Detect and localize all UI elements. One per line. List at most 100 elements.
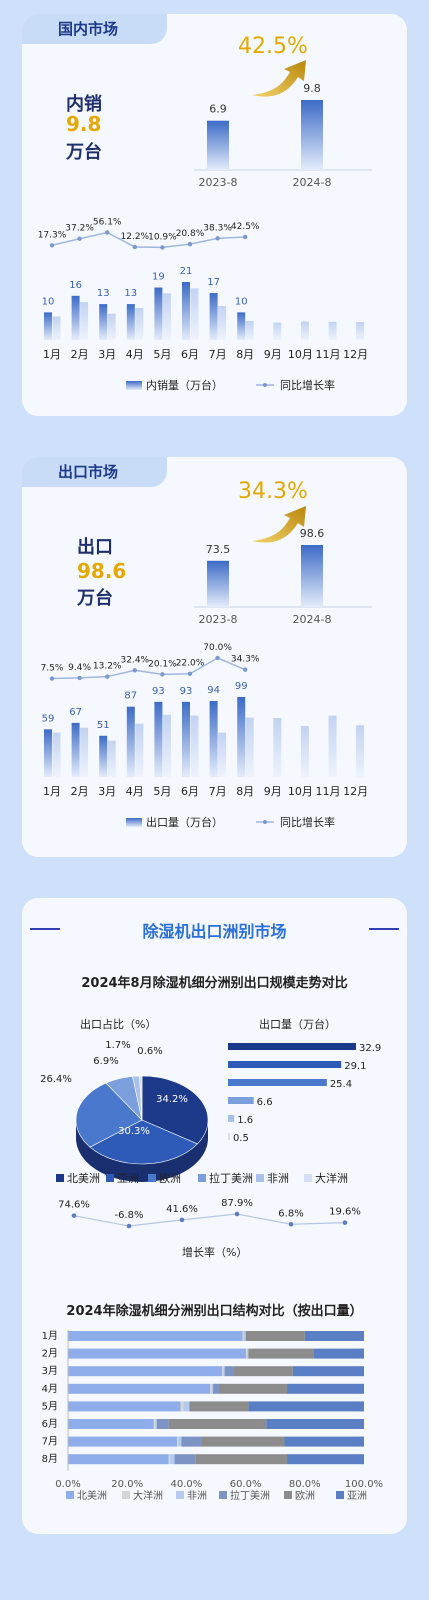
stack-month-label: 3月	[42, 1365, 58, 1377]
growth-point	[49, 676, 55, 681]
bar-value: 17	[207, 277, 220, 288]
bar-2024	[154, 701, 163, 777]
bar-2024	[154, 287, 163, 340]
growth-point	[105, 674, 110, 679]
bar-value: 93	[180, 686, 193, 697]
export-value: 98.6	[77, 559, 127, 583]
stack-segment	[218, 1383, 288, 1394]
stack-segment	[181, 1436, 203, 1447]
stack-legend-swatch	[176, 1491, 184, 1499]
compare-label: 2023-8	[199, 613, 238, 626]
legend-swatch	[148, 1174, 156, 1182]
stack-segment	[68, 1401, 181, 1412]
growth-title: 增长率（%）	[182, 1246, 248, 1259]
growth-label: 70.0%	[203, 643, 232, 653]
bar-2023	[190, 715, 199, 777]
domestic-card: 国内市场 内销 9.8 万台 42.5% 6.9 2023-8 9.8 2024-8 …	[22, 14, 407, 416]
growth-point	[215, 236, 220, 241]
compare-label: 2024-8	[293, 613, 332, 626]
export-growth: 34.3%	[238, 479, 308, 504]
growth-label: 13.2%	[93, 662, 122, 672]
bar-2023	[52, 732, 61, 777]
legend-line: 同比增长率	[280, 815, 335, 829]
continent-bar	[228, 1043, 356, 1050]
legend-label: 拉丁美洲	[209, 1171, 253, 1185]
growth-label: 42.5%	[231, 222, 260, 232]
pie-title: 出口占比（%）	[80, 1018, 157, 1031]
legend-label: 北美洲	[67, 1172, 100, 1185]
continent-growth-point	[342, 1220, 348, 1225]
month-label: 11月	[316, 348, 341, 361]
month-label: 6月	[181, 348, 199, 361]
bar-2024	[44, 729, 52, 777]
stack-segment	[248, 1348, 314, 1359]
stack-segment	[287, 1383, 364, 1394]
month-label: 10月	[288, 785, 313, 798]
bar-2024	[126, 706, 135, 777]
continent-growth-label: 6.8%	[278, 1208, 303, 1219]
pie-slice	[139, 1075, 143, 1121]
legend-bar-swatch	[126, 381, 142, 390]
pie-slice	[75, 1082, 143, 1148]
stack-segment	[245, 1331, 305, 1341]
stack-segment	[245, 1348, 247, 1359]
growth-point	[187, 241, 193, 247]
bar-value: 67	[69, 707, 82, 718]
continent-sub1: 2024年8月除湿机细分洲别出口规模走势对比	[81, 976, 348, 991]
stack-segment	[211, 1383, 214, 1394]
growth-point	[132, 244, 137, 250]
stack-segment	[170, 1454, 175, 1465]
growth-line	[51, 657, 246, 680]
growth-label: 20.8%	[176, 229, 205, 239]
growth-point	[105, 230, 110, 235]
continent-chart: 34.2% 30.3% 26.4% 6.9% 1.7% 0.6% 32.9 29.1 25.4…	[40, 1040, 383, 1502]
month-label: 2月	[71, 348, 89, 361]
stack-legend-label: 拉丁美洲	[230, 1489, 270, 1502]
month-label: 2月	[71, 785, 89, 798]
stack-legend-label: 欧洲	[295, 1490, 315, 1502]
month-label: 12月	[343, 785, 368, 798]
bar-2023	[245, 717, 254, 777]
stack-segment	[292, 1366, 364, 1377]
stack-legend-swatch	[66, 1491, 74, 1499]
bar-2023	[300, 726, 309, 777]
growth-point	[243, 667, 248, 672]
bar-value: 87	[124, 691, 137, 702]
stack-segment	[68, 1331, 243, 1341]
month-label: 3月	[98, 348, 116, 361]
stack-segment	[266, 1419, 364, 1429]
stack-tick: 40.0%	[171, 1479, 203, 1490]
bar-2024	[182, 701, 190, 777]
continent-sub2: 2024年除湿机细分洲别出口结构对比（按出口量）	[66, 1304, 363, 1319]
title-rule-left	[30, 928, 60, 930]
stack-legend-label: 亚洲	[347, 1490, 367, 1502]
stack-segment	[183, 1401, 190, 1412]
stack-segment	[68, 1348, 246, 1359]
stack-segment	[224, 1366, 234, 1377]
stack-segment	[223, 1366, 225, 1377]
stack-legend-swatch	[219, 1491, 227, 1499]
continent-growth-label: 74.6%	[58, 1200, 90, 1211]
bar-title: 出口量（万台）	[259, 1018, 336, 1031]
stack-segment	[284, 1436, 364, 1447]
bar-2024	[237, 697, 246, 777]
stack-legend-swatch	[336, 1491, 344, 1499]
legend-line-dot	[263, 383, 267, 387]
stack-month-label: 8月	[42, 1453, 58, 1465]
continent-bar	[228, 1079, 327, 1086]
continent-bar-value: 29.1	[344, 1061, 366, 1072]
growth-line	[51, 231, 246, 249]
bar-value: 10	[235, 296, 248, 307]
month-label: 7月	[209, 785, 227, 798]
stack-segment	[168, 1454, 171, 1465]
bar-2023	[190, 288, 199, 340]
month-label: 3月	[98, 785, 116, 798]
stack-segment	[202, 1436, 285, 1447]
stack-segment	[248, 1401, 364, 1412]
stack-segment	[210, 1383, 212, 1394]
pie-slice	[89, 1119, 198, 1165]
bar-value: 51	[97, 720, 110, 731]
growth-point	[77, 675, 82, 681]
stack-month-label: 4月	[42, 1383, 58, 1395]
bar-2023	[52, 316, 61, 340]
